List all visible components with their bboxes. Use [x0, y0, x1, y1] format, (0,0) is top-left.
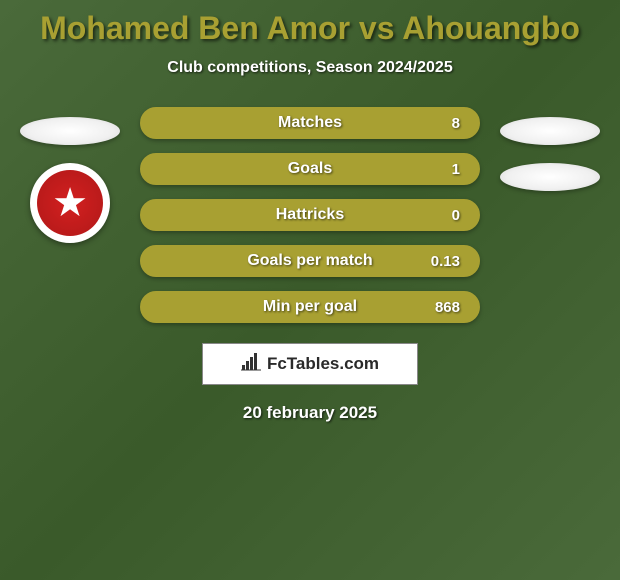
stat-bar-mpg: Min per goal 868 [140, 291, 480, 323]
brand-text: FcTables.com [267, 354, 379, 374]
stat-bar-goals: Goals 1 [140, 153, 480, 185]
date-text: 20 february 2025 [243, 403, 377, 423]
stat-label: Goals [288, 160, 332, 178]
player-placeholder-right-1 [500, 117, 600, 145]
player-placeholder-right-2 [500, 163, 600, 191]
stat-bar-matches: Matches 8 [140, 107, 480, 139]
page-subtitle: Club competitions, Season 2024/2025 [167, 59, 452, 77]
stat-value: 0 [452, 207, 460, 224]
stat-label: Matches [278, 114, 342, 132]
club-logo-ess: ★ [30, 163, 110, 243]
left-column: ★ [20, 107, 120, 243]
player-placeholder-left [20, 117, 120, 145]
stat-bar-gpm: Goals per match 0.13 [140, 245, 480, 277]
stat-label: Min per goal [263, 298, 357, 316]
main-container: Mohamed Ben Amor vs Ahouangbo Club compe… [0, 0, 620, 433]
stat-label: Goals per match [247, 252, 372, 270]
right-column [500, 107, 600, 191]
bar-chart-icon [241, 353, 261, 371]
chart-icon [241, 353, 261, 376]
stat-label: Hattricks [276, 206, 344, 224]
comparison-area: ★ Matches 8 Goals 1 Hattricks 0 Goals pe… [0, 107, 620, 323]
stat-value: 868 [435, 299, 460, 316]
stat-value: 1 [452, 161, 460, 178]
page-title: Mohamed Ben Amor vs Ahouangbo [40, 10, 580, 47]
stat-bar-hattricks: Hattricks 0 [140, 199, 480, 231]
brand-link[interactable]: FcTables.com [202, 343, 418, 385]
stats-column: Matches 8 Goals 1 Hattricks 0 Goals per … [140, 107, 480, 323]
star-icon: ★ [52, 183, 88, 223]
club-logo-inner: ★ [37, 170, 103, 236]
stat-value: 0.13 [431, 253, 460, 270]
stat-value: 8 [452, 115, 460, 132]
